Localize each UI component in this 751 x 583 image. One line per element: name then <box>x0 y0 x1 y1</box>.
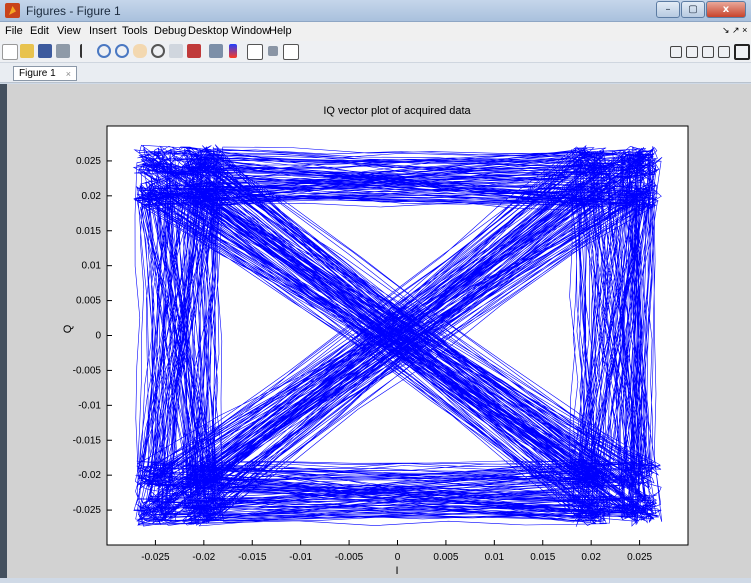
tab-figure-1[interactable]: Figure 1 × <box>13 66 77 81</box>
minimize-button[interactable]: – <box>656 1 680 18</box>
window-title: Figures - Figure 1 <box>26 4 121 18</box>
split-horizontal-icon[interactable] <box>702 46 714 58</box>
axis-ticks: -0.025 -0.02 -0.015 -0.01 -0.005 0 0.005 0.01 0.… <box>73 156 653 563</box>
maximize-button[interactable]: ▢ <box>681 1 705 18</box>
menu-debug[interactable]: Debug <box>154 25 187 37</box>
zoom-in-icon[interactable] <box>97 44 111 58</box>
x-tick-label: -0.015 <box>238 552 267 563</box>
zoom-out-icon[interactable] <box>115 44 129 58</box>
menu-tools[interactable]: Tools <box>122 25 148 37</box>
rotate-icon[interactable] <box>151 44 165 58</box>
print-icon[interactable] <box>56 44 70 58</box>
x-tick-label: 0 <box>395 552 401 563</box>
x-tick-label: -0.005 <box>335 552 364 563</box>
y-tick-label: -0.01 <box>78 400 101 411</box>
iq-plot[interactable]: -0.025 -0.02 -0.015 -0.01 -0.005 0 0.005 0.01 0.… <box>7 84 751 578</box>
new-figure-icon[interactable] <box>2 44 18 60</box>
menu-desktop[interactable]: Desktop <box>188 25 229 37</box>
y-tick-label: -0.005 <box>73 365 102 376</box>
maximize-icon[interactable] <box>734 44 750 60</box>
x-tick-label: 0.02 <box>581 552 601 563</box>
brush-icon[interactable] <box>187 44 201 58</box>
data-cursor-icon[interactable] <box>169 44 183 58</box>
chart-title: IQ vector plot of acquired data <box>323 105 471 117</box>
iq-trajectory-line <box>132 144 663 527</box>
y-tick-label: -0.02 <box>78 470 101 481</box>
y-tick-label: 0.02 <box>82 191 102 202</box>
x-tick-label: 0.015 <box>530 552 555 563</box>
y-tick-label: 0.005 <box>76 296 101 307</box>
x-tick-label: 0.01 <box>485 552 505 563</box>
window-controls: – ▢ x <box>655 1 746 18</box>
tab-close-icon[interactable]: × <box>65 69 71 79</box>
x-tick-label: 0.025 <box>627 552 652 563</box>
figure-tab-bar: Figure 1 × <box>0 63 751 83</box>
legend-icon[interactable] <box>247 44 263 60</box>
close-button[interactable]: x <box>706 1 746 18</box>
pointer-icon[interactable] <box>80 44 92 58</box>
x-tick-label: -0.025 <box>141 552 170 563</box>
y-tick-label: 0.01 <box>82 261 102 272</box>
menu-window[interactable]: Window <box>231 25 271 37</box>
x-tick-label: -0.02 <box>192 552 215 563</box>
x-axis-label: I <box>395 565 398 577</box>
x-tick-label: 0.005 <box>433 552 458 563</box>
figure-canvas: -0.025 -0.02 -0.015 -0.01 -0.005 0 0.005 0.01 0.… <box>7 84 751 578</box>
menu-file[interactable]: File <box>5 25 23 37</box>
open-icon[interactable] <box>20 44 34 58</box>
tile-icon[interactable] <box>670 46 682 58</box>
hide-plot-tools-icon[interactable] <box>268 46 278 56</box>
iq-traces <box>132 144 663 527</box>
figure-toolbar <box>0 41 751 63</box>
menu-help[interactable]: Help <box>269 25 292 37</box>
tab-label: Figure 1 <box>19 68 56 79</box>
menu-edit[interactable]: Edit <box>30 25 49 37</box>
menu-view[interactable]: View <box>57 25 81 37</box>
y-tick-label: 0 <box>95 331 101 342</box>
float-icon[interactable] <box>718 46 730 58</box>
pan-icon[interactable] <box>133 44 147 58</box>
menu-insert[interactable]: Insert <box>89 25 117 37</box>
show-plot-tools-icon[interactable] <box>283 44 299 60</box>
dock-arrows[interactable]: ↘ ↗ × <box>722 25 748 35</box>
menubar: File Edit View Insert Tools Debug Deskto… <box>0 22 751 41</box>
y-tick-label: 0.015 <box>76 226 101 237</box>
left-edge <box>0 84 7 578</box>
split-vertical-icon[interactable] <box>686 46 698 58</box>
x-tick-label: -0.01 <box>289 552 312 563</box>
matlab-logo-icon <box>5 3 20 18</box>
window-titlebar: Figures - Figure 1 – ▢ x <box>0 0 751 22</box>
link-icon[interactable] <box>209 44 223 58</box>
y-tick-label: -0.015 <box>73 435 102 446</box>
y-tick-label: 0.025 <box>76 156 101 167</box>
save-icon[interactable] <box>38 44 52 58</box>
colorbar-icon[interactable] <box>229 44 237 58</box>
y-tick-label: -0.025 <box>73 505 102 516</box>
y-axis-label: Q <box>62 324 74 333</box>
